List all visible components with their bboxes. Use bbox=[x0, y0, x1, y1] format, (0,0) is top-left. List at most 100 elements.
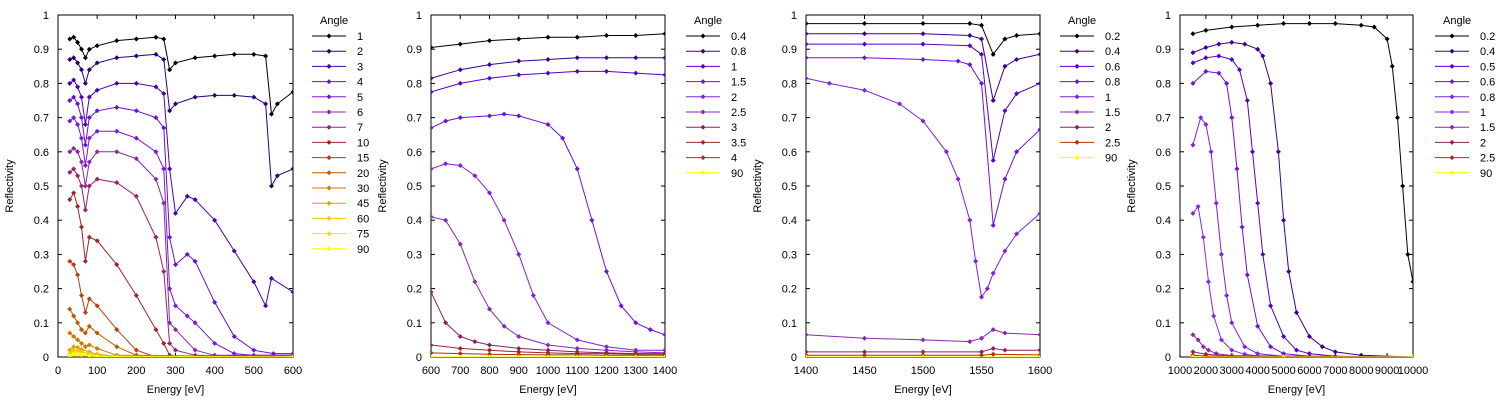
x-tick-label: 8000 bbox=[1349, 365, 1373, 377]
series-4 bbox=[67, 94, 293, 357]
y-tick-label: 0.6 bbox=[1156, 147, 1171, 159]
data-point bbox=[161, 166, 167, 172]
y-tick-label: 0.8 bbox=[407, 78, 422, 90]
data-point bbox=[487, 347, 492, 353]
data-point bbox=[545, 320, 551, 326]
y-tick-label: 0.9 bbox=[782, 44, 797, 56]
series-line bbox=[431, 113, 665, 336]
data-point bbox=[516, 333, 522, 339]
data-point bbox=[1286, 269, 1292, 274]
data-point bbox=[94, 354, 100, 357]
data-point bbox=[1213, 200, 1219, 206]
data-point bbox=[457, 115, 463, 121]
x-tick-label: 3000 bbox=[1220, 365, 1244, 377]
legend-swatch-marker bbox=[700, 48, 706, 54]
data-point bbox=[71, 166, 77, 172]
legend-entry-label: 2.5 bbox=[1105, 137, 1120, 149]
data-point bbox=[1410, 354, 1413, 357]
legend-swatch-marker bbox=[326, 48, 332, 54]
data-point bbox=[114, 149, 120, 155]
data-point bbox=[1037, 347, 1040, 353]
data-point bbox=[1371, 24, 1377, 30]
legend-entry-label: 1.5 bbox=[1480, 122, 1495, 134]
legend-entry-label: 90 bbox=[731, 168, 743, 180]
y-tick-label: 0.5 bbox=[1156, 181, 1171, 193]
data-point bbox=[1229, 39, 1235, 45]
x-tick-label: 400 bbox=[205, 365, 223, 377]
data-point bbox=[604, 354, 609, 357]
legend-swatch-marker bbox=[326, 185, 332, 191]
data-point bbox=[472, 173, 478, 179]
data-point bbox=[75, 173, 81, 179]
data-point bbox=[75, 344, 81, 350]
data-point bbox=[1332, 21, 1338, 27]
data-point bbox=[633, 354, 639, 357]
data-point bbox=[1203, 55, 1209, 61]
legend-swatch-marker bbox=[326, 200, 332, 206]
data-point bbox=[545, 347, 551, 353]
legend-entry-label: 5 bbox=[357, 92, 363, 104]
data-point bbox=[1203, 353, 1209, 357]
data-point bbox=[1014, 149, 1020, 155]
data-point bbox=[862, 335, 867, 341]
series-5 bbox=[67, 115, 293, 357]
legend-swatch-marker bbox=[326, 94, 332, 100]
data-point bbox=[574, 354, 580, 357]
data-point bbox=[1190, 31, 1196, 37]
y-tick-label: 0.6 bbox=[34, 147, 49, 159]
data-point bbox=[82, 310, 88, 316]
data-point bbox=[920, 31, 926, 37]
data-point bbox=[82, 55, 88, 61]
y-tick-label: 0.3 bbox=[782, 249, 797, 261]
x-tick-label: 1200 bbox=[594, 365, 618, 377]
chart-panel-2: 0 0.1 0.2 0.3 0.4 0.5 0.6 0.7 0.8 0.9 1 600 700 800 90… bbox=[377, 10, 746, 396]
data-point bbox=[979, 294, 984, 300]
data-point bbox=[212, 53, 218, 59]
data-point bbox=[75, 149, 81, 155]
data-point bbox=[431, 289, 434, 295]
data-point bbox=[1211, 313, 1217, 319]
data-point bbox=[94, 128, 100, 134]
data-point bbox=[263, 101, 269, 107]
data-point bbox=[192, 258, 198, 264]
series-0.4 bbox=[1190, 39, 1413, 357]
data-point bbox=[94, 149, 100, 155]
data-point bbox=[862, 31, 867, 37]
y-tick-label: 0.4 bbox=[782, 215, 797, 227]
series-line bbox=[431, 216, 665, 354]
data-point bbox=[1400, 183, 1406, 189]
data-point bbox=[501, 217, 507, 223]
data-point bbox=[71, 333, 77, 339]
legend-entry-label: 2.5 bbox=[731, 107, 746, 119]
series-0.4 bbox=[431, 31, 665, 50]
series-line bbox=[69, 191, 293, 357]
legend-swatch-marker bbox=[700, 139, 706, 145]
data-point bbox=[161, 269, 167, 274]
data-point bbox=[574, 55, 580, 61]
legend: Angle 0.2 0.4 0.5 0.6 0.8 1 1.5 2 2.5 90 bbox=[1435, 15, 1495, 180]
data-point bbox=[545, 34, 551, 40]
data-point bbox=[161, 340, 167, 346]
data-point bbox=[1244, 98, 1250, 103]
series-line bbox=[1192, 205, 1413, 357]
data-point bbox=[1332, 349, 1338, 355]
data-point bbox=[574, 337, 580, 343]
data-point bbox=[1389, 63, 1395, 69]
data-point bbox=[604, 33, 609, 39]
legend-swatch-marker bbox=[1074, 155, 1080, 161]
data-point bbox=[79, 340, 84, 346]
data-point bbox=[604, 344, 609, 350]
data-point bbox=[79, 159, 84, 165]
data-point bbox=[86, 353, 92, 357]
data-point bbox=[86, 46, 92, 52]
series-0.4 bbox=[806, 31, 1040, 103]
data-point bbox=[173, 60, 178, 66]
data-point bbox=[1216, 41, 1222, 47]
y-tick-label: 0.9 bbox=[407, 44, 422, 56]
data-point bbox=[1200, 234, 1206, 240]
data-point bbox=[82, 207, 88, 213]
y-tick-label: 0.1 bbox=[782, 318, 797, 330]
data-point bbox=[67, 258, 73, 264]
data-point bbox=[173, 347, 178, 353]
legend-entry-label: 4 bbox=[357, 77, 363, 89]
